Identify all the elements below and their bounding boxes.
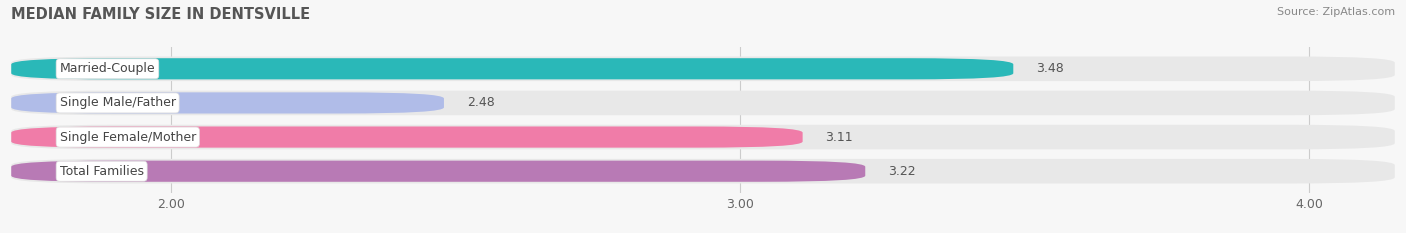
Text: Single Female/Mother: Single Female/Mother bbox=[59, 130, 195, 144]
Text: MEDIAN FAMILY SIZE IN DENTSVILLE: MEDIAN FAMILY SIZE IN DENTSVILLE bbox=[11, 7, 311, 22]
FancyBboxPatch shape bbox=[11, 127, 803, 148]
FancyBboxPatch shape bbox=[11, 159, 1395, 184]
FancyBboxPatch shape bbox=[11, 92, 444, 113]
FancyBboxPatch shape bbox=[11, 91, 1395, 115]
FancyBboxPatch shape bbox=[11, 125, 1395, 149]
Text: Source: ZipAtlas.com: Source: ZipAtlas.com bbox=[1277, 7, 1395, 17]
FancyBboxPatch shape bbox=[11, 161, 865, 182]
Text: 3.11: 3.11 bbox=[825, 130, 853, 144]
Text: 2.48: 2.48 bbox=[467, 96, 495, 110]
Text: 3.22: 3.22 bbox=[889, 165, 915, 178]
Text: Single Male/Father: Single Male/Father bbox=[59, 96, 176, 110]
Text: 3.48: 3.48 bbox=[1036, 62, 1064, 75]
Text: Married-Couple: Married-Couple bbox=[59, 62, 155, 75]
FancyBboxPatch shape bbox=[11, 56, 1395, 81]
FancyBboxPatch shape bbox=[11, 58, 1014, 79]
Text: Total Families: Total Families bbox=[59, 165, 143, 178]
